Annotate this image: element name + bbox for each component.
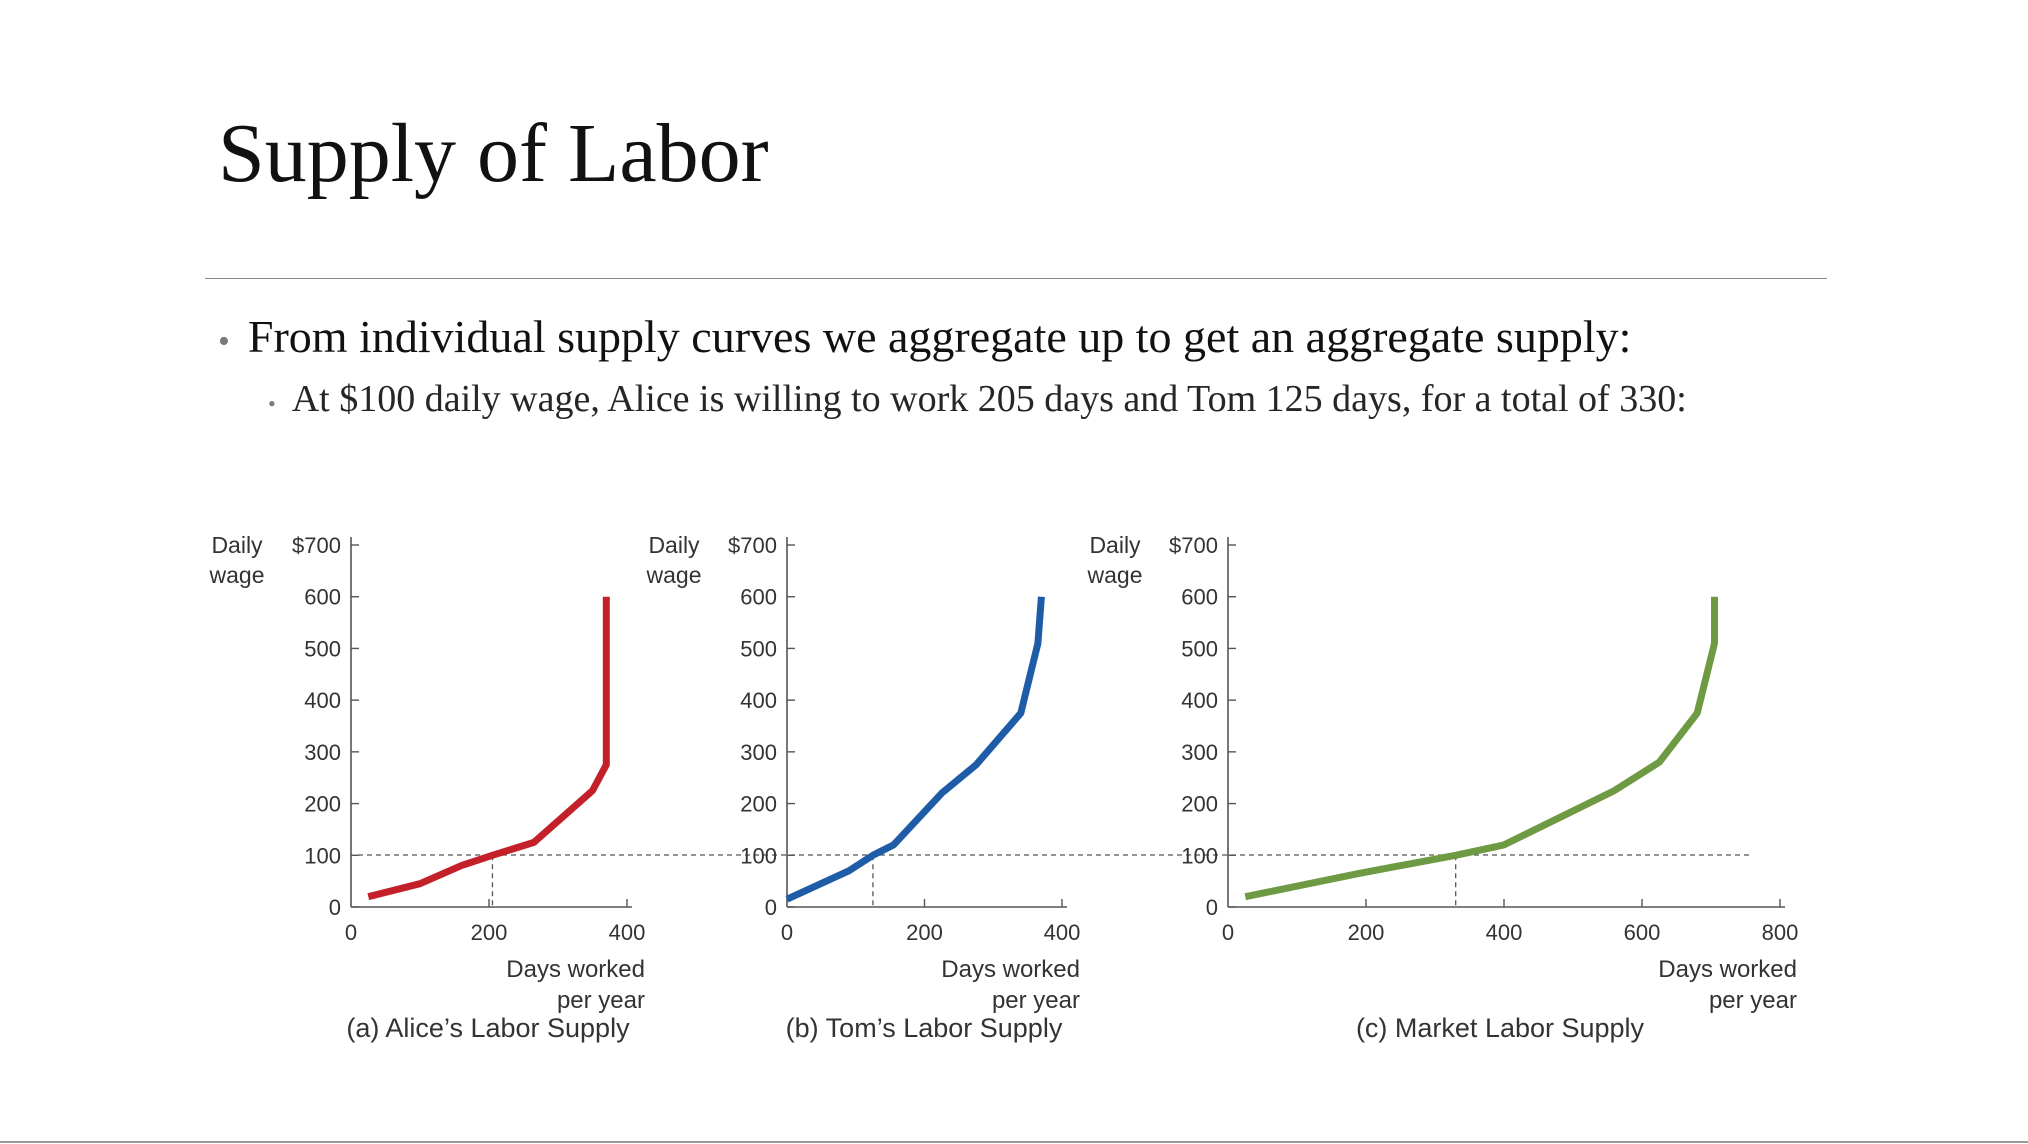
alice-x-tick-label: 400 — [609, 920, 646, 945]
market-y-axis-label-line2: wage — [1087, 562, 1143, 588]
bullet-text: From individual supply curves we aggrega… — [247, 311, 1632, 362]
tom-y-tick-label: 600 — [740, 585, 777, 610]
market-y-tick-label: 100 — [1181, 843, 1218, 868]
tom-x-axis-label-line1: Days worked — [941, 956, 1080, 983]
market-y-tick-label: 0 — [1206, 895, 1218, 920]
slide-bottom-border — [0, 1141, 2028, 1143]
tom-x-tick-label: 200 — [906, 920, 943, 945]
market-x-tick-label: 600 — [1624, 920, 1661, 945]
market-chart-caption: (c) Market Labor Supply — [1356, 1013, 1645, 1043]
tom-y-axis-label-line1: Daily — [648, 532, 700, 558]
alice-y-tick-label: 400 — [304, 688, 341, 713]
tom-y-tick-label: 0 — [765, 895, 777, 920]
market-y-tick-label: 400 — [1181, 688, 1218, 713]
tom-x-axis-label-line2: per year — [992, 987, 1080, 1014]
alice-y-tick-label: $700 — [292, 533, 341, 558]
alice-x-axis-label-line2: per year — [557, 987, 645, 1014]
market-x-tick-label: 400 — [1486, 920, 1523, 945]
bullet-text: At $100 daily wage, Alice is willing to … — [291, 378, 1687, 420]
tom-chart-caption: (b) Tom’s Labor Supply — [786, 1013, 1063, 1043]
tom-y-tick-label: 100 — [740, 843, 777, 868]
tom-x-tick-label: 0 — [781, 920, 793, 945]
alice-y-axis-label-line2: wage — [209, 562, 265, 588]
tom-supply-curve — [785, 596, 1045, 903]
tom-y-tick-label: 400 — [740, 688, 777, 713]
title-divider — [205, 278, 1827, 279]
market-x-tick-label: 0 — [1222, 920, 1234, 945]
tom-y-tick-label: 200 — [740, 792, 777, 817]
bullet-level-1: • From individual supply curves we aggre… — [218, 310, 1631, 363]
alice-y-tick-label: 300 — [304, 740, 341, 765]
alice-y-tick-label: 200 — [304, 792, 341, 817]
bullet-dot-icon: • — [218, 323, 230, 360]
alice-x-tick-label: 0 — [345, 920, 357, 945]
market-y-tick-label: 500 — [1181, 636, 1218, 661]
tom-y-tick-label: 500 — [740, 636, 777, 661]
market-y-axis-label-line1: Daily — [1089, 532, 1141, 558]
alice-y-tick-label: 100 — [304, 843, 341, 868]
market-y-tick-label: 300 — [1181, 740, 1218, 765]
market-x-axis-label-line1: Days worked — [1658, 956, 1797, 983]
market-x-tick-label: 200 — [1348, 920, 1385, 945]
alice-x-axis-label-line1: Days worked — [506, 956, 645, 983]
market-y-tick-label: 600 — [1181, 585, 1218, 610]
tom-x-tick-label: 400 — [1044, 920, 1081, 945]
tom-y-tick-label: $700 — [728, 533, 777, 558]
alice-chart-caption: (a) Alice’s Labor Supply — [346, 1013, 630, 1043]
alice-y-tick-label: 0 — [329, 895, 341, 920]
tom-y-axis-label-line2: wage — [646, 562, 702, 588]
alice-y-tick-label: 500 — [304, 636, 341, 661]
market-x-tick-label: 800 — [1762, 920, 1799, 945]
alice-y-tick-label: 600 — [304, 585, 341, 610]
bullet-dot-icon: • — [268, 391, 276, 416]
market-x-axis-label-line2: per year — [1709, 987, 1797, 1014]
alice-x-tick-label: 200 — [471, 920, 508, 945]
slide-title: Supply of Labor — [218, 107, 769, 200]
alice-y-axis-label-line1: Daily — [211, 532, 263, 558]
bullet-level-2: • At $100 daily wage, Alice is willing t… — [268, 377, 1687, 421]
market-supply-curve — [1244, 596, 1718, 901]
market-y-tick-label: 200 — [1181, 792, 1218, 817]
market-y-tick-label: $700 — [1169, 533, 1218, 558]
tom-y-tick-label: 300 — [740, 740, 777, 765]
alice-supply-curve — [367, 596, 610, 901]
